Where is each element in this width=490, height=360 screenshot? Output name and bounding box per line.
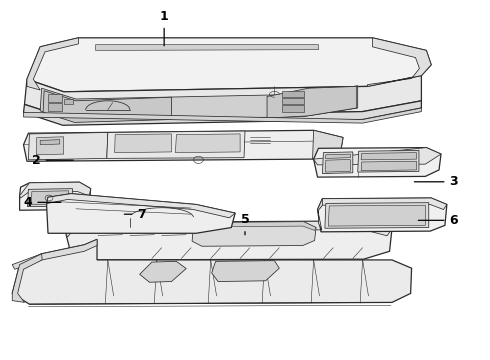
Polygon shape	[36, 137, 64, 155]
Polygon shape	[282, 91, 304, 97]
Polygon shape	[282, 98, 304, 104]
Polygon shape	[361, 161, 416, 171]
Polygon shape	[31, 191, 69, 204]
Polygon shape	[40, 140, 60, 145]
Polygon shape	[27, 38, 78, 90]
Polygon shape	[325, 159, 350, 172]
Polygon shape	[314, 148, 441, 165]
Polygon shape	[96, 45, 318, 50]
Polygon shape	[40, 86, 358, 121]
Polygon shape	[48, 94, 62, 102]
Polygon shape	[314, 148, 441, 177]
Polygon shape	[318, 199, 322, 230]
Polygon shape	[20, 182, 91, 198]
Polygon shape	[282, 105, 304, 112]
Polygon shape	[318, 198, 447, 210]
Polygon shape	[328, 205, 425, 226]
Polygon shape	[12, 239, 97, 269]
Text: 5: 5	[241, 213, 249, 235]
Polygon shape	[175, 134, 240, 153]
Polygon shape	[66, 221, 392, 260]
Polygon shape	[24, 130, 343, 161]
Polygon shape	[48, 103, 62, 111]
Polygon shape	[325, 203, 429, 228]
Polygon shape	[24, 108, 421, 123]
Polygon shape	[27, 189, 73, 207]
Polygon shape	[325, 154, 350, 158]
Polygon shape	[24, 76, 421, 117]
Text: 7: 7	[124, 208, 146, 221]
Polygon shape	[12, 254, 42, 302]
Polygon shape	[12, 239, 412, 304]
Text: 2: 2	[32, 154, 73, 167]
Text: 3: 3	[415, 175, 458, 188]
Polygon shape	[361, 153, 416, 160]
Polygon shape	[368, 38, 431, 86]
Polygon shape	[28, 132, 108, 160]
Text: 6: 6	[418, 214, 458, 227]
Polygon shape	[322, 152, 353, 174]
Polygon shape	[47, 194, 235, 218]
Polygon shape	[212, 261, 279, 282]
Polygon shape	[358, 150, 419, 172]
Polygon shape	[24, 101, 421, 125]
Polygon shape	[313, 130, 343, 159]
Polygon shape	[115, 134, 172, 153]
Polygon shape	[27, 38, 431, 92]
Polygon shape	[107, 131, 245, 158]
Polygon shape	[40, 45, 58, 50]
Text: 4: 4	[24, 196, 61, 209]
Polygon shape	[267, 86, 357, 118]
Polygon shape	[66, 221, 392, 237]
Polygon shape	[47, 194, 235, 233]
Polygon shape	[64, 99, 73, 104]
Polygon shape	[20, 182, 91, 210]
Polygon shape	[140, 261, 186, 282]
Polygon shape	[192, 222, 316, 246]
Polygon shape	[43, 91, 172, 122]
Polygon shape	[193, 222, 316, 230]
Text: 1: 1	[160, 10, 169, 46]
Polygon shape	[318, 198, 447, 232]
